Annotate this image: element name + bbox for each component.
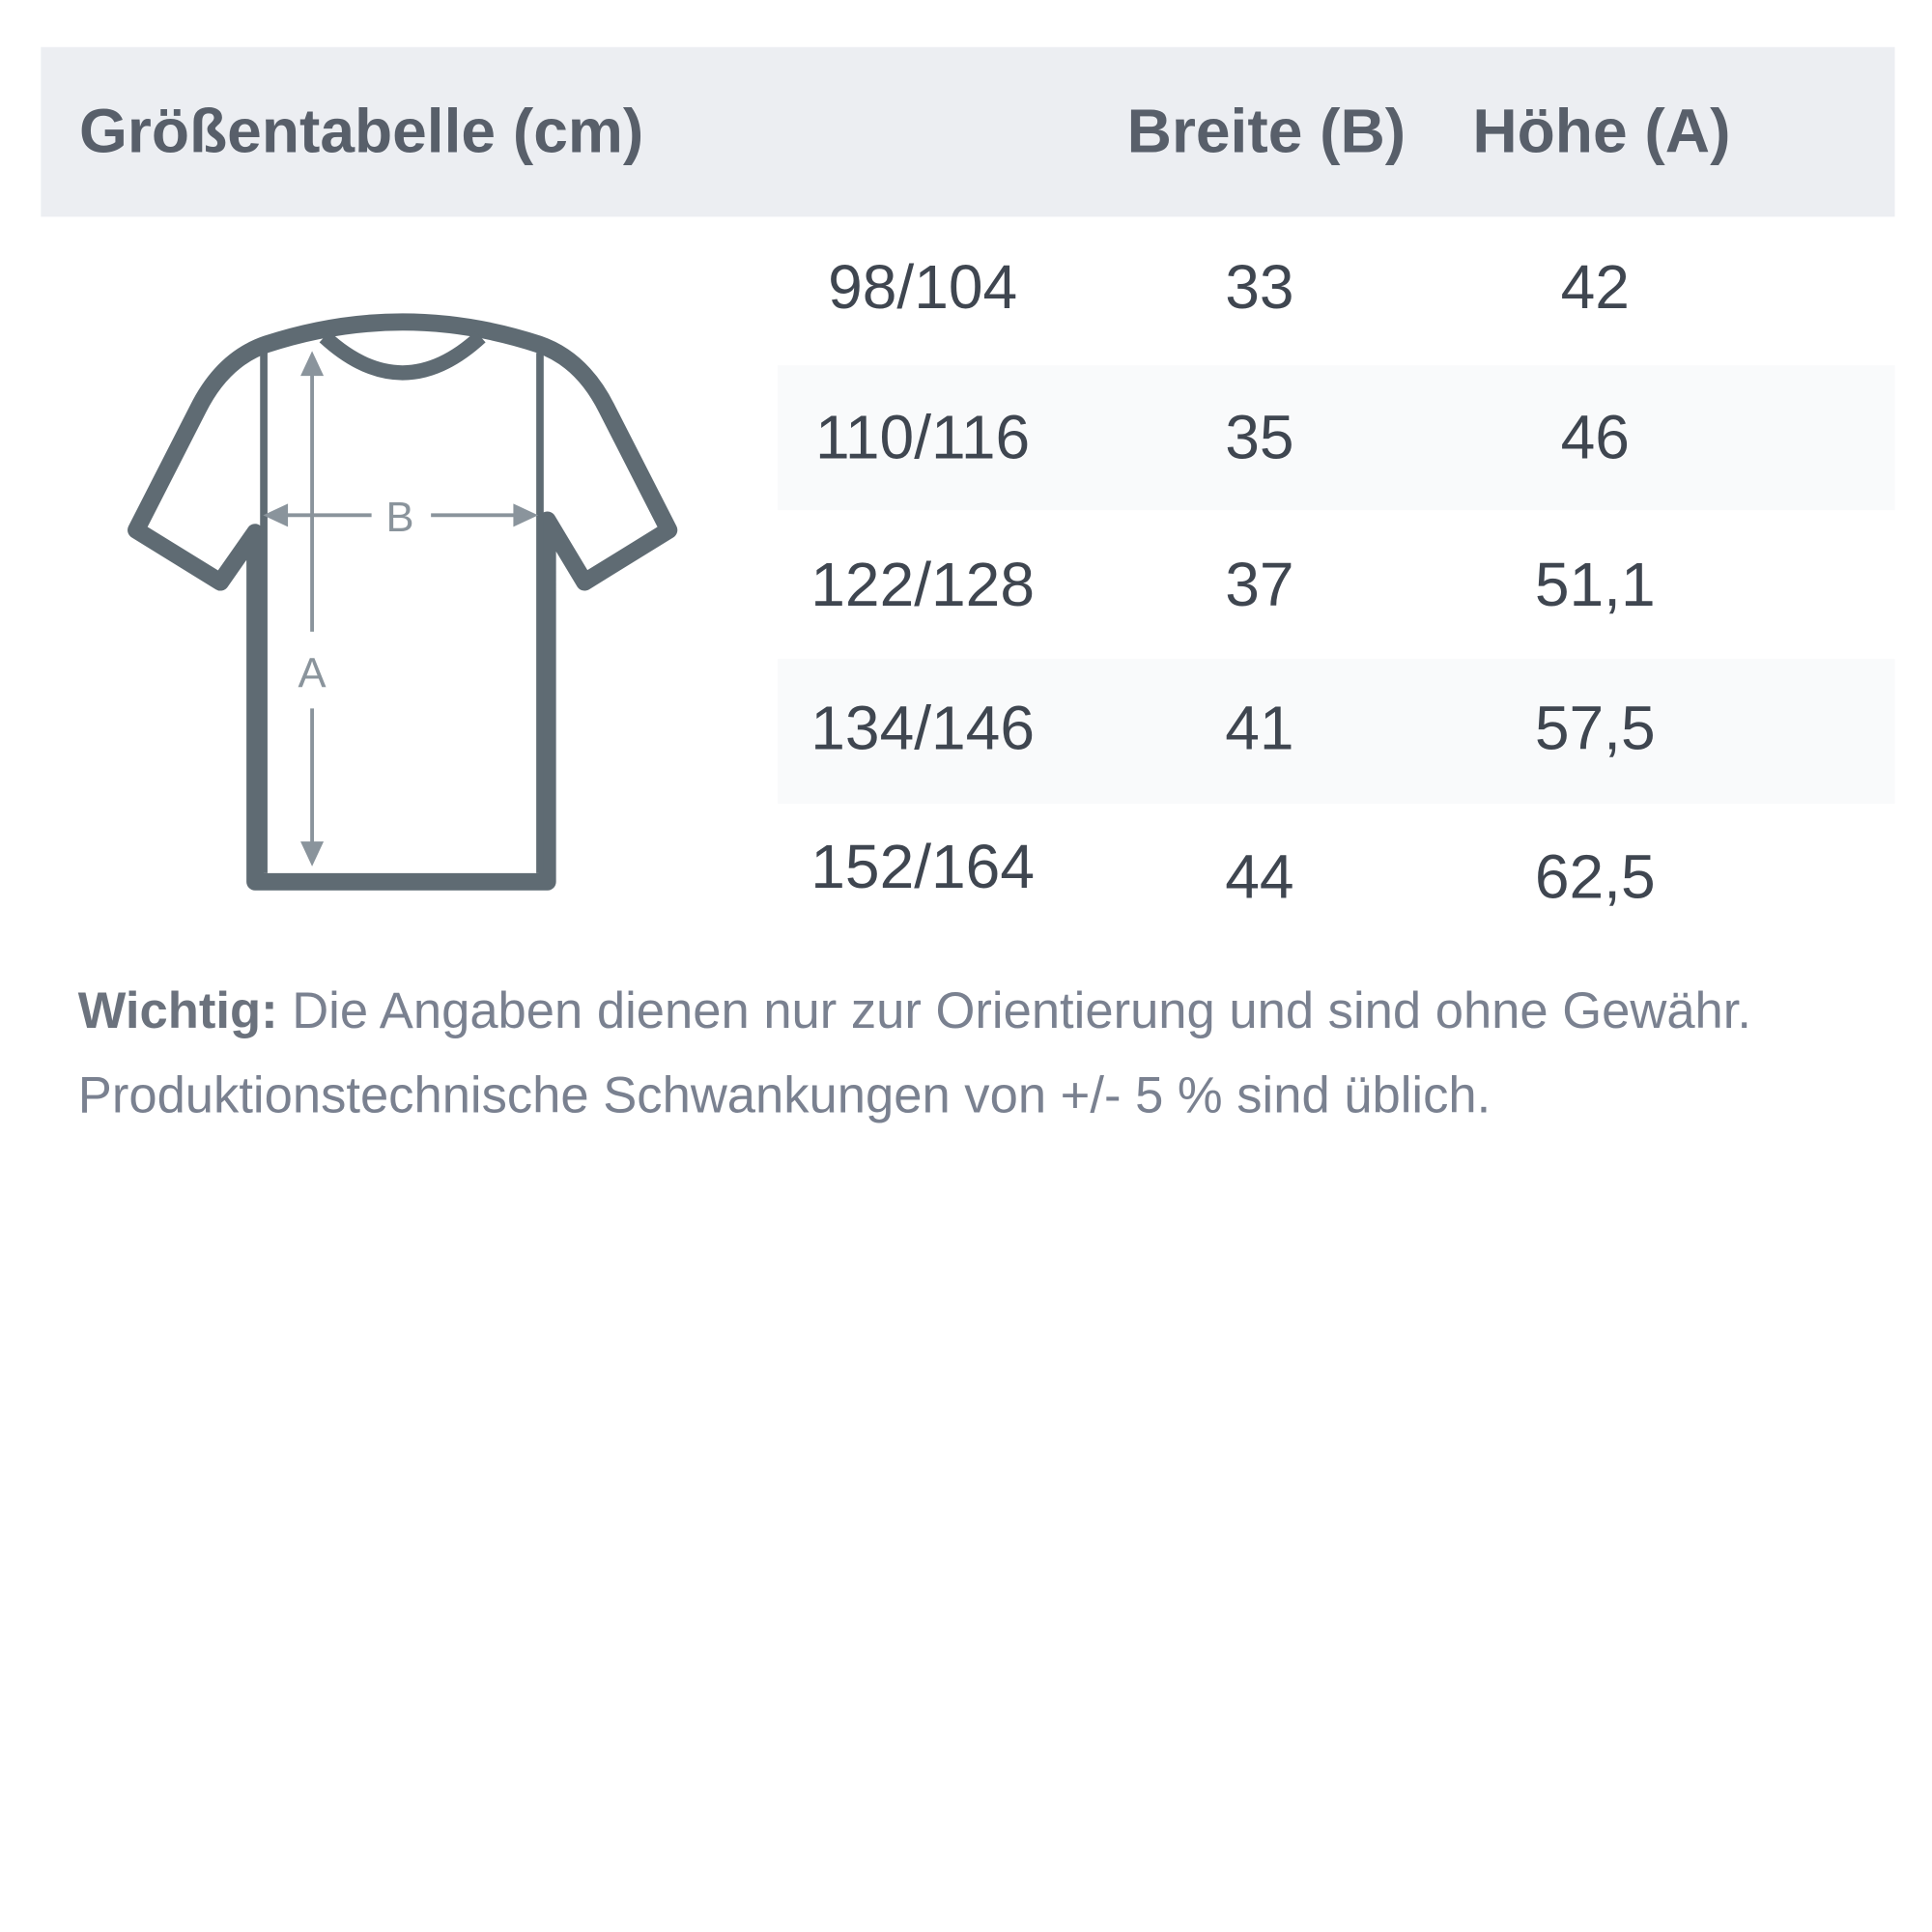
note-label: Wichtig: [77,981,278,1039]
column-header-width: Breite (B) [1126,96,1406,166]
size-cell: 122/128 [810,550,1035,620]
height-cell: 42 [1560,252,1630,323]
height-cell: 46 [1560,402,1630,472]
size-cell: 110/116 [815,402,1031,472]
size-cell: 152/164 [810,832,1035,902]
width-cell: 37 [1225,550,1294,620]
t-shirt-measurement-icon: B A [128,313,678,891]
height-cell: 57,5 [1534,693,1656,763]
column-header-height: Höhe (A) [1472,96,1731,166]
width-cell: 41 [1225,693,1294,763]
height-cell: 51,1 [1534,550,1656,620]
width-cell: 44 [1225,841,1294,912]
width-cell: 33 [1225,252,1294,323]
row-stripe [778,365,1895,511]
size-cell: 98/104 [828,252,1018,323]
size-cell: 134/146 [810,693,1035,763]
shirt-outline [128,313,678,891]
height-label: A [298,651,327,697]
width-arrow [263,503,539,527]
width-label: B [386,495,414,541]
note-text-1: Die Angaben dienen nur zur Orientierung … [292,981,1752,1039]
height-cell: 62,5 [1534,841,1656,912]
row-stripe [778,659,1895,805]
note-line-1: Wichtig: Die Angaben dienen nur zur Orie… [78,980,1751,1041]
note-line-2: Produktionstechnische Schwankungen von +… [77,1065,1492,1123]
table-header: Größentabelle (cm) Breite (B) Höhe (A) [41,46,1895,217]
shirt-collar [319,331,486,381]
table-title: Größentabelle (cm) [79,96,644,166]
width-cell: 35 [1225,402,1294,472]
height-arrow [300,351,325,867]
